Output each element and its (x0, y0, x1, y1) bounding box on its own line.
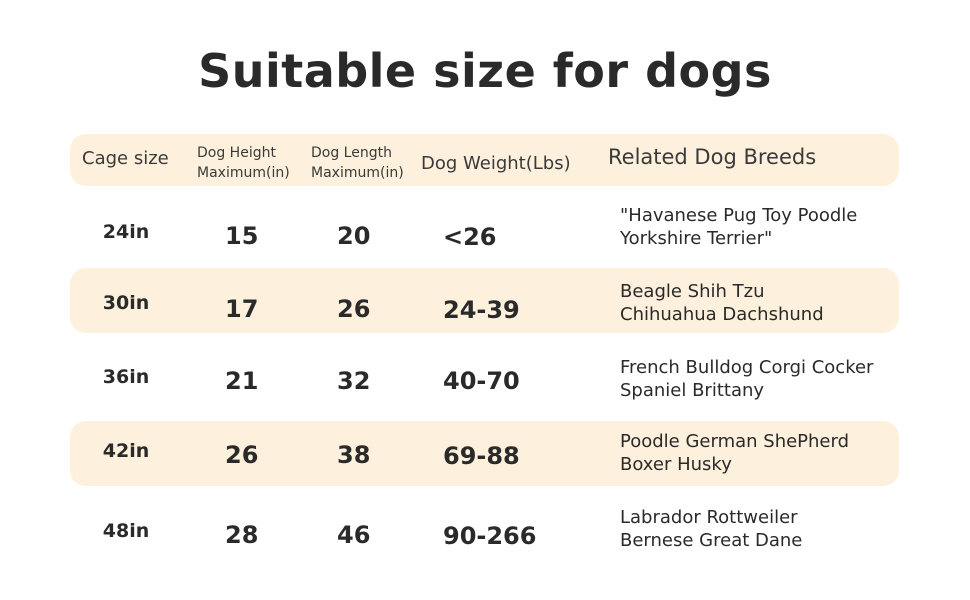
cage-size-cell: 30in (102, 292, 150, 314)
header-dog-weight: Dog Weight(Lbs) (421, 153, 571, 174)
dog-height-cell: 15 (225, 222, 259, 250)
dog-weight-cell: 24-39 (443, 296, 520, 324)
dog-height-cell: 28 (225, 521, 259, 549)
dog-length-cell: 32 (337, 367, 371, 395)
dog-weight-cell: <26 (443, 223, 497, 251)
dog-length-cell: 46 (337, 521, 371, 549)
dog-weight-cell: 40-70 (443, 367, 520, 395)
header-dog-length-line2: Maximum(in) (311, 165, 404, 181)
header-cage-size: Cage size (82, 148, 169, 169)
header-dog-length: Dog Length Maximum(in) (311, 143, 404, 183)
dog-weight-cell: 90-266 (443, 522, 537, 550)
breeds-line: Poodle German ShePherd (620, 431, 850, 452)
breeds-line: Bernese Great Dane (620, 530, 803, 551)
dog-height-cell: 26 (225, 441, 259, 469)
header-dog-height-line1: Dog Height (197, 145, 276, 161)
cage-size-cell: 42in (102, 440, 150, 462)
row-band (70, 421, 899, 486)
header-dog-height-line2: Maximum(in) (197, 165, 290, 181)
dog-length-cell: 38 (337, 441, 371, 469)
cage-size-cell: 48in (102, 520, 150, 542)
breeds-line: Beagle Shih Tzu (620, 281, 765, 302)
breeds-line: Labrador Rottweiler (620, 507, 798, 528)
cage-size-cell: 36in (102, 366, 150, 388)
cage-size-cell: 24in (102, 221, 150, 243)
breeds-cell: Labrador Rottweiler Bernese Great Dane (620, 506, 802, 552)
breeds-cell: Beagle Shih Tzu Chihuahua Dachshund (620, 280, 824, 326)
header-dog-height: Dog Height Maximum(in) (197, 143, 290, 183)
breeds-line: French Bulldog Corgi Cocker (620, 357, 874, 378)
breeds-cell: Poodle German ShePherd Boxer Husky (620, 430, 849, 476)
breeds-line: Chihuahua Dachshund (620, 304, 824, 325)
breeds-cell: French Bulldog Corgi Cocker Spaniel Brit… (620, 356, 873, 402)
row-band (70, 268, 899, 333)
dog-height-cell: 17 (225, 295, 259, 323)
dog-length-cell: 20 (337, 222, 371, 250)
breeds-cell: "Havanese Pug Toy Poodle Yorkshire Terri… (620, 204, 857, 250)
breeds-line: Boxer Husky (620, 454, 732, 475)
dog-length-cell: 26 (337, 295, 371, 323)
page-title: Suitable size for dogs (198, 44, 772, 98)
table-header (70, 134, 899, 186)
header-dog-length-line1: Dog Length (311, 145, 392, 161)
breeds-line: Yorkshire Terrier" (620, 228, 773, 249)
breeds-line: "Havanese Pug Toy Poodle (620, 205, 858, 226)
dog-height-cell: 21 (225, 367, 259, 395)
dog-weight-cell: 69-88 (443, 442, 520, 470)
header-related-breeds: Related Dog Breeds (608, 145, 817, 169)
breeds-line: Spaniel Brittany (620, 380, 765, 401)
